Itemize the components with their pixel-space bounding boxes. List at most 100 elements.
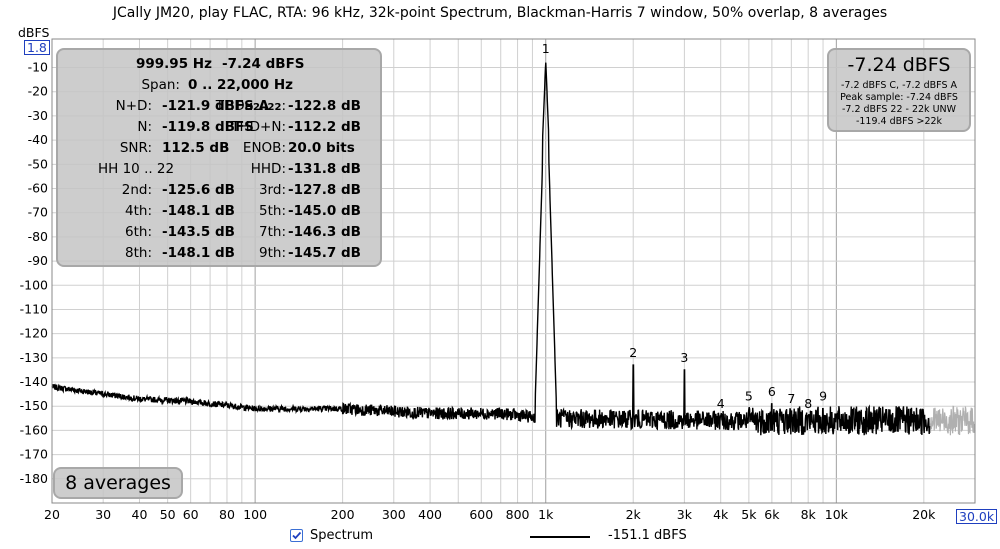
y-tick-label: -60 xyxy=(28,181,48,196)
spectrum-trace xyxy=(51,62,931,436)
y-tick-label: -70 xyxy=(28,205,48,220)
stats-row: 4th: -148.1 dB 5th: -145.0 dB xyxy=(58,203,380,224)
stats-value: -119.8 dBFS xyxy=(162,119,254,135)
y-tick-label: -50 xyxy=(28,156,48,171)
y-tick-label: -80 xyxy=(28,229,48,244)
stats-row: N+D: -121.9 dBFS A THDH2..22: -122.8 dB xyxy=(58,98,380,119)
stats-panel: 999.95 Hz -7.24 dBFS Span: 0 .. 22,000 H… xyxy=(56,48,382,267)
stats-label: THD+N: xyxy=(231,119,286,135)
x-right-limit-box[interactable]: 30.0k xyxy=(956,509,998,524)
stats-value: -127.8 dB xyxy=(288,182,361,198)
y-tick-label: -120 xyxy=(20,326,48,341)
stats-value: -148.1 dB xyxy=(162,245,235,261)
stats-row: 2nd: -125.6 dB 3rd: -127.8 dB xyxy=(58,182,380,203)
stats-value: -122.8 dB xyxy=(288,98,361,114)
stats-label: 8th: xyxy=(125,245,152,261)
stats-span-value: 0 .. 22,000 Hz xyxy=(188,77,294,93)
level-details: -7.2 dBFS C, -7.2 dBFS A Peak sample: -7.… xyxy=(829,80,969,128)
x-tick-label: 300 xyxy=(382,507,406,522)
x-tick-label: 30 xyxy=(95,507,111,522)
y-axis-unit: dBFS xyxy=(18,25,49,40)
stats-label: 5th: xyxy=(259,203,286,219)
y-tick-label: -20 xyxy=(28,84,48,99)
x-tick-label: 3k xyxy=(677,507,693,522)
stats-label: 9th: xyxy=(259,245,286,261)
stats-value: -146.3 dB xyxy=(288,224,361,240)
y-tick-label: -170 xyxy=(20,447,48,462)
x-tick-label: 20 xyxy=(44,507,60,522)
spectrum-checkbox-label[interactable]: Spectrum xyxy=(310,528,373,543)
peak-label: 3 xyxy=(680,350,688,365)
peak-label: 2 xyxy=(629,345,637,360)
trace-group xyxy=(51,62,976,436)
peak-label: 1 xyxy=(542,41,550,56)
x-tick-label: 8k xyxy=(801,507,817,522)
x-tick-label: 60 xyxy=(183,507,199,522)
x-tick-label: 10k xyxy=(825,507,849,522)
stats-label-subscript: H2..22 xyxy=(244,102,282,113)
stats-label: 4th: xyxy=(125,203,152,219)
x-tick-label: 200 xyxy=(331,507,355,522)
stats-value: -121.9 dBFS A xyxy=(162,98,270,114)
y-tick-label: -10 xyxy=(28,60,48,75)
check-icon xyxy=(292,531,302,540)
x-tick-label: 1k xyxy=(538,507,554,522)
y-tick-label: -130 xyxy=(20,350,48,365)
stats-label: ENOB: xyxy=(242,140,286,156)
stats-value: 112.5 dB xyxy=(162,140,230,156)
stats-label: 2nd: xyxy=(121,182,152,198)
stats-label: 7th: xyxy=(259,224,286,240)
stats-label: N: xyxy=(137,119,152,135)
peak-label: 8 xyxy=(804,396,812,411)
peak-label: 9 xyxy=(819,389,827,404)
peak-label: 6 xyxy=(768,384,776,399)
spectrum-checkbox[interactable] xyxy=(290,529,303,542)
x-tick-label: 5k xyxy=(741,507,757,522)
y-axis-ticks: -10 -20 -30 -40 -50 -60 -70 -80 -90 -100 -110 -120 -… xyxy=(20,60,48,486)
stats-value: 20.0 bits xyxy=(288,140,355,156)
stats-value: -112.2 dB xyxy=(288,119,361,135)
stats-row: HH 10 .. 22 HHD: -131.8 dB xyxy=(58,161,380,182)
y-tick-label: -30 xyxy=(28,108,48,123)
legend: Spectrum -151.1 dBFS xyxy=(0,528,1000,548)
peak-label: 5 xyxy=(745,389,753,404)
y-tick-label: -100 xyxy=(20,277,48,292)
level-big-readout: -7.24 dBFS xyxy=(847,54,951,76)
stats-label-main: THD xyxy=(215,98,245,114)
x-tick-label: 600 xyxy=(469,507,493,522)
y-tick-label: -40 xyxy=(28,132,48,147)
level-detail-line: -7.2 dBFS C, -7.2 dBFS A xyxy=(840,80,958,91)
x-tick-label: 400 xyxy=(418,507,442,522)
level-detail-line: -119.4 dBFS >22k xyxy=(855,116,943,127)
peak-labels: 1 2 3 4 5 6 7 8 9 xyxy=(542,41,827,411)
plot-frame xyxy=(51,38,976,504)
stats-frequency: 999.95 Hz xyxy=(136,56,212,72)
stats-label: N+D: xyxy=(115,98,152,114)
stats-row: 6th: -143.5 dB 7th: -146.3 dB xyxy=(58,224,380,245)
stats-label: 3rd: xyxy=(258,182,286,198)
peak-label: 7 xyxy=(787,391,795,406)
x-tick-label: 40 xyxy=(132,507,148,522)
averages-label: 8 averages xyxy=(65,472,171,494)
spectrum-trace-above-22k xyxy=(926,405,976,436)
level-detail-line: -7.2 dBFS 22 - 22k UNW xyxy=(841,104,957,115)
chart-title: JCally JM20, play FLAC, RTA: 96 kHz, 32k… xyxy=(112,5,888,21)
stats-row: N: -119.8 dBFS THD+N: -112.2 dB xyxy=(58,119,380,140)
stats-value: -148.1 dB xyxy=(162,203,235,219)
x-tick-label: 800 xyxy=(506,507,530,522)
legend-series-line xyxy=(530,536,590,538)
x-tick-label: 20k xyxy=(912,507,936,522)
level-detail-line: Peak sample: -7.24 dBFS xyxy=(840,92,958,103)
y-top-limit-box[interactable]: 1.8 xyxy=(24,40,50,55)
stats-label-colon: : xyxy=(281,98,286,114)
y-tick-label: -180 xyxy=(20,471,48,486)
stats-label: 6th: xyxy=(125,224,152,240)
y-tick-label: -140 xyxy=(20,374,48,389)
stats-span-row: Span: 0 .. 22,000 Hz xyxy=(58,77,380,98)
x-tick-label: 4k xyxy=(713,507,729,522)
stats-row: SNR: 112.5 dB ENOB: 20.0 bits xyxy=(58,140,380,161)
stats-span-label: Span: xyxy=(141,77,180,93)
averages-panel: 8 averages xyxy=(53,467,183,499)
stats-label: HH 10 .. 22 xyxy=(98,161,175,177)
y-tick-label: -160 xyxy=(20,422,48,437)
